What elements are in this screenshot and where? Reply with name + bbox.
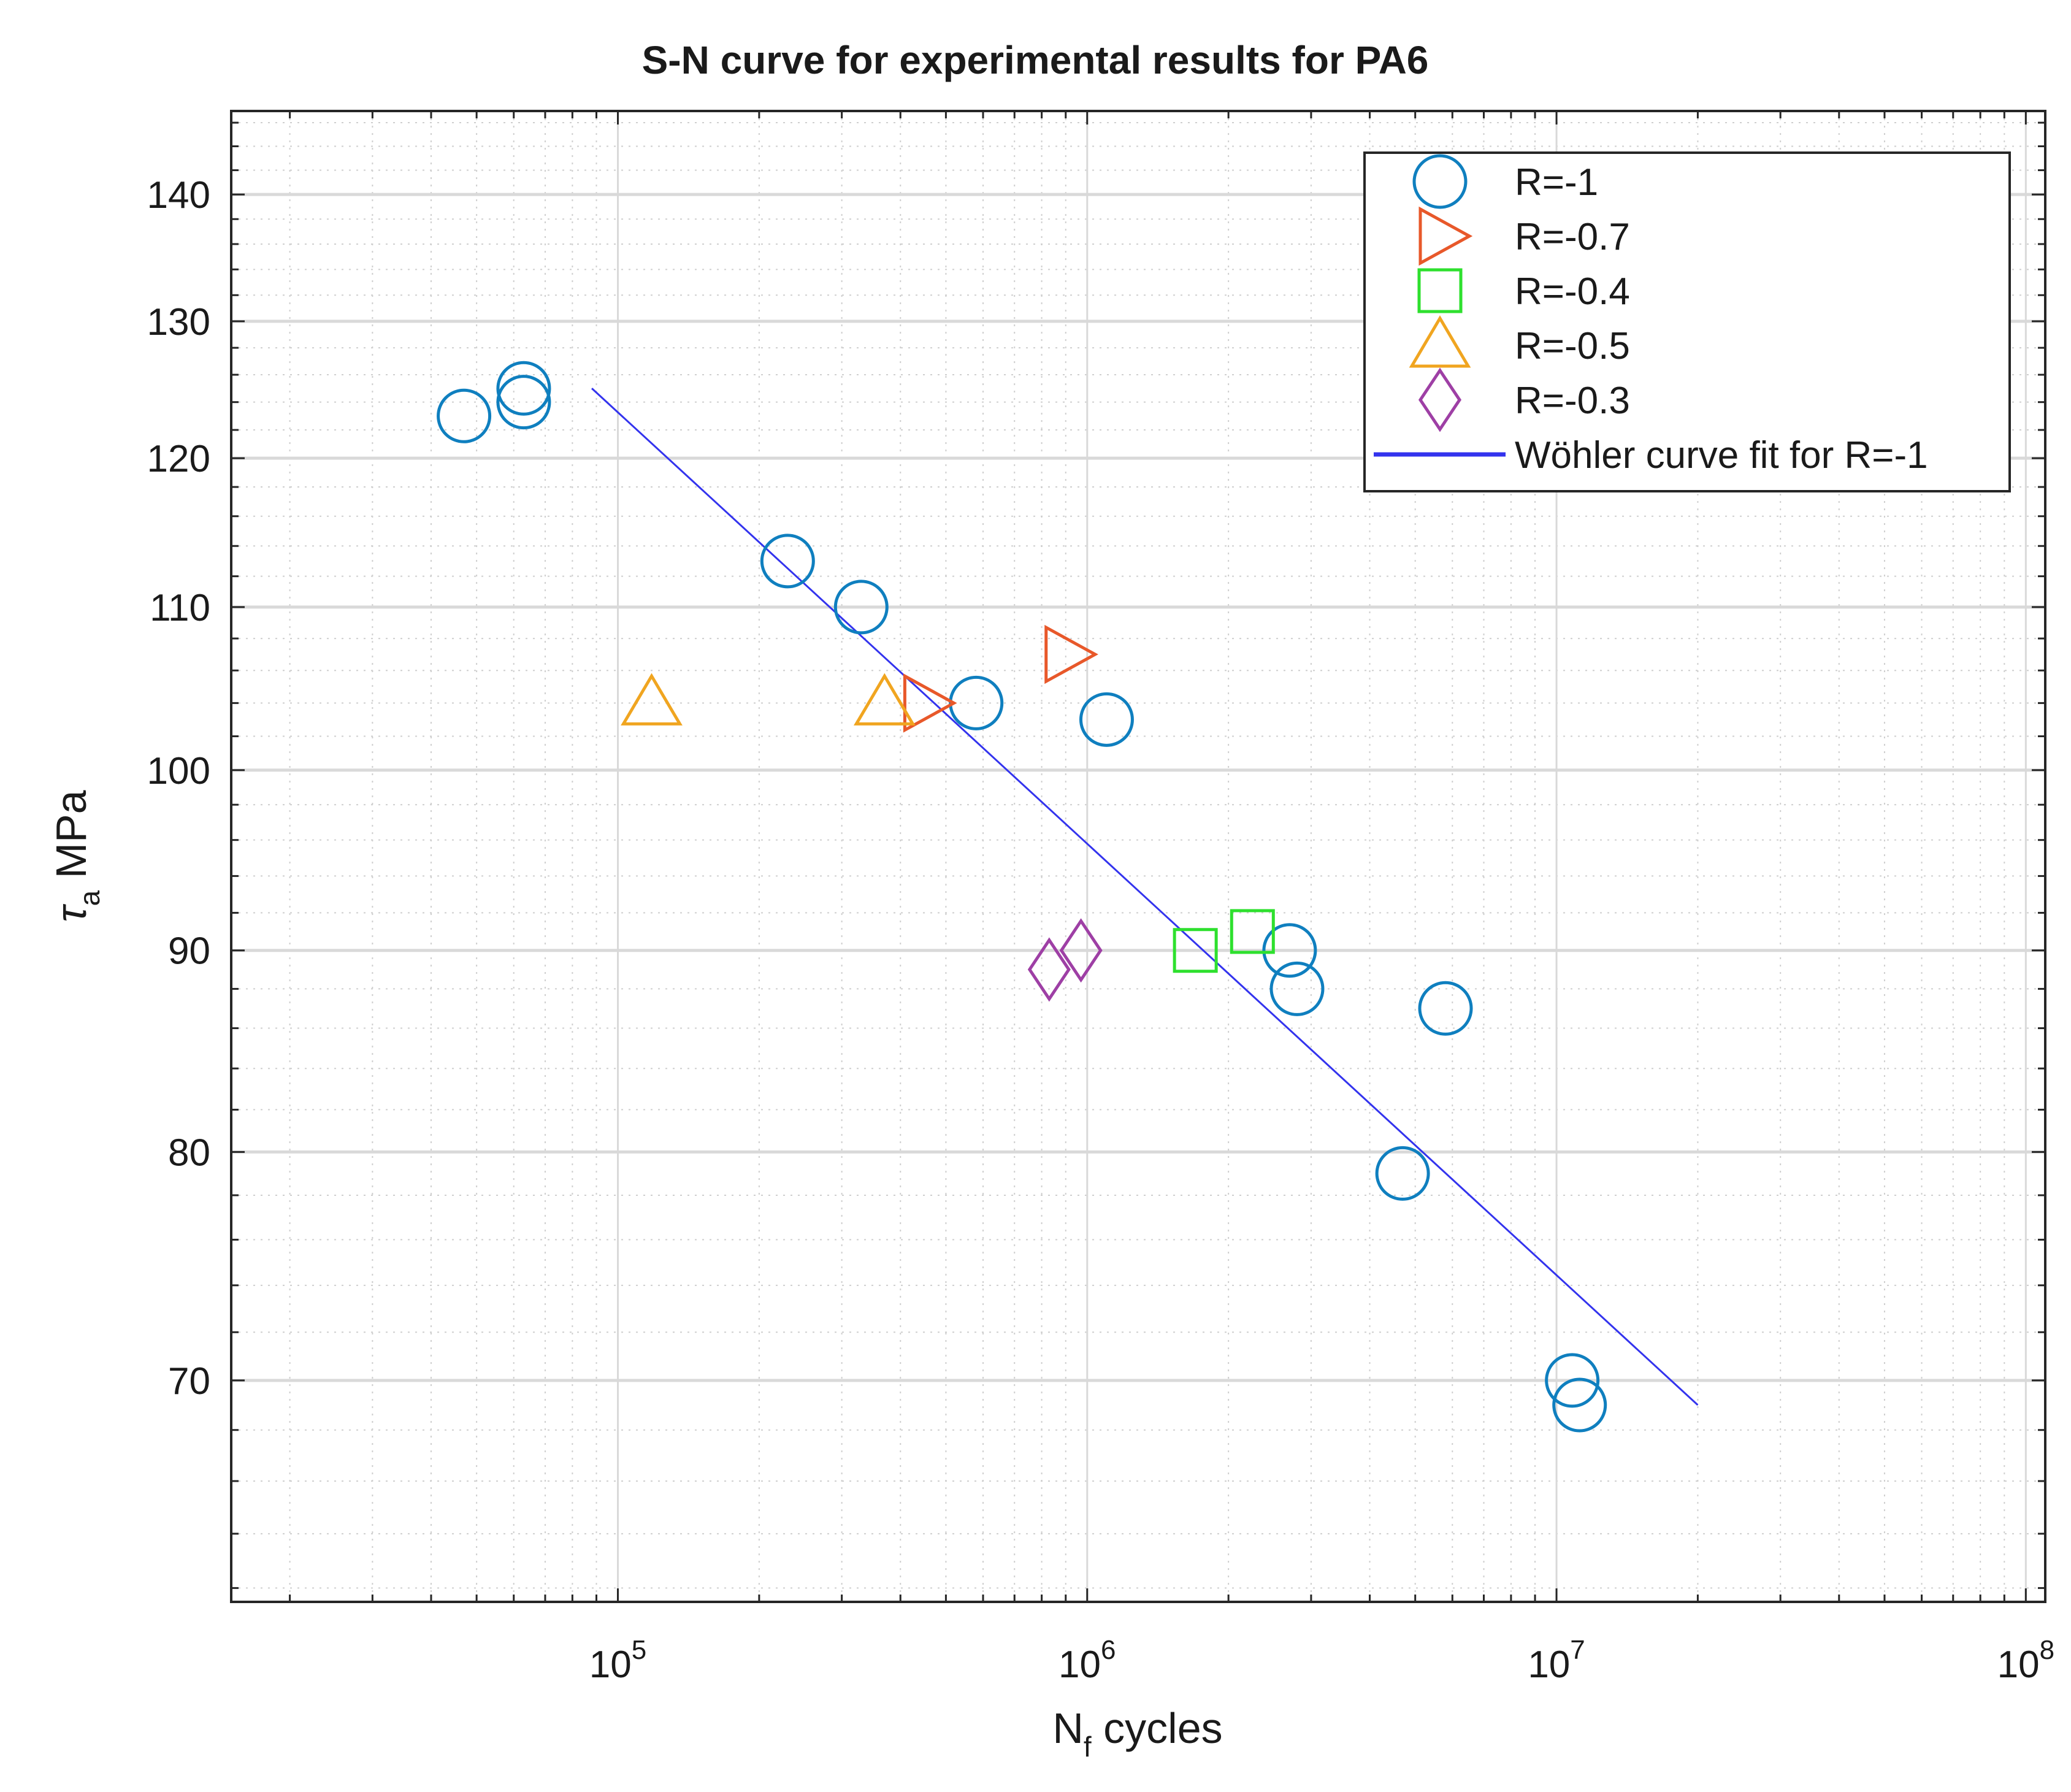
y-tick-label: 90 <box>168 930 210 973</box>
x-tick-label: 107 <box>1528 1635 1585 1686</box>
chart-title: S-N curve for experimental results for P… <box>642 38 1429 82</box>
y-tick-label: 120 <box>147 438 210 480</box>
legend-marker-circle <box>1412 154 1468 209</box>
data-point-circle <box>833 580 889 635</box>
data-point-triangle-right <box>903 673 957 733</box>
data-point-circle <box>1545 1353 1600 1408</box>
x-axis-label-subscript: f <box>1084 1731 1092 1763</box>
y-axis-label-subscript: a <box>74 890 105 906</box>
x-tick-base: 10 <box>1528 1644 1570 1686</box>
data-point-circle <box>1418 981 1473 1036</box>
data-point-circle <box>1269 961 1325 1016</box>
y-tick-label: 100 <box>147 750 210 792</box>
legend-box <box>1363 151 2011 492</box>
x-tick-exponent: 7 <box>1570 1635 1585 1665</box>
fit-line-layer <box>591 388 1699 1406</box>
legend-label: R=-0.3 <box>1515 380 1630 422</box>
data-point-triangle-up <box>853 673 916 726</box>
data-point-circle <box>1079 692 1134 747</box>
data-point-square <box>1173 928 1218 973</box>
legend-label: R=-1 <box>1515 161 1598 204</box>
data-point-circle <box>1375 1146 1430 1201</box>
x-tick-label: 106 <box>1058 1635 1116 1686</box>
x-tick-base: 10 <box>1997 1644 2040 1686</box>
y-tick-label: 110 <box>150 587 210 629</box>
data-point-circle <box>760 534 815 589</box>
x-axis-label-base: N <box>1052 1704 1084 1752</box>
x-axis-label-rest: cycles <box>1092 1704 1223 1752</box>
y-axis-label: τa MPa <box>47 790 105 922</box>
legend-marker-square <box>1417 268 1463 313</box>
legend-label: Wöhler curve fit for R=-1 <box>1515 434 1928 477</box>
legend-marker-diamond <box>1418 367 1462 432</box>
axis-ticks <box>231 111 2045 1602</box>
data-point-circle <box>496 375 551 430</box>
x-tick-exponent: 5 <box>632 1635 646 1665</box>
data-point-circle <box>1262 923 1317 978</box>
y-axis-label-rest: MPa <box>47 790 95 890</box>
data-markers <box>437 361 1607 1433</box>
data-point-triangle-up <box>621 673 683 726</box>
legend: R=-1 R=-0.7 R=-0.4 R=-0.5 R=-0.3 Wöhler curve… <box>1363 151 2011 492</box>
major-grid <box>231 111 2045 1602</box>
data-point-triangle-right <box>1044 624 1098 684</box>
legend-marker-triangle-up <box>1409 315 1471 368</box>
x-tick-exponent: 8 <box>2040 1635 2054 1665</box>
x-tick-base: 10 <box>589 1644 632 1686</box>
y-tick-label: 70 <box>168 1360 210 1403</box>
data-point-square <box>1230 909 1275 954</box>
y-tick-labels: 70 80 90 100 110 120 130 140 <box>147 174 210 1403</box>
x-axis-label: Nf cycles <box>1052 1704 1222 1763</box>
legend-marker-triangle-right <box>1418 206 1473 266</box>
legend-label: R=-0.5 <box>1515 325 1630 367</box>
plot-area <box>230 110 2046 1603</box>
y-tick-label: 140 <box>147 174 210 216</box>
data-point-circle <box>437 388 492 443</box>
y-tick-label: 130 <box>147 301 210 343</box>
data-point-circle <box>496 361 551 416</box>
y-axis-label-symbol: τ <box>47 904 95 922</box>
x-tick-base: 10 <box>1058 1644 1101 1686</box>
data-point-circle <box>1552 1377 1607 1433</box>
data-point-diamond <box>1027 937 1071 1002</box>
x-tick-label: 105 <box>589 1635 646 1686</box>
x-tick-labels: 105 106 107 108 <box>589 1635 2054 1686</box>
legend-label: R=-0.7 <box>1515 216 1630 258</box>
minor-grid <box>231 111 2045 1602</box>
x-tick-label: 108 <box>1997 1635 2054 1686</box>
data-point-circle <box>949 675 1004 730</box>
legend-label: R=-0.4 <box>1515 270 1630 313</box>
data-point-diamond <box>1059 918 1103 983</box>
wohler-fit-line <box>591 388 1699 1406</box>
y-tick-label: 80 <box>168 1131 210 1174</box>
x-tick-exponent: 6 <box>1101 1635 1116 1665</box>
